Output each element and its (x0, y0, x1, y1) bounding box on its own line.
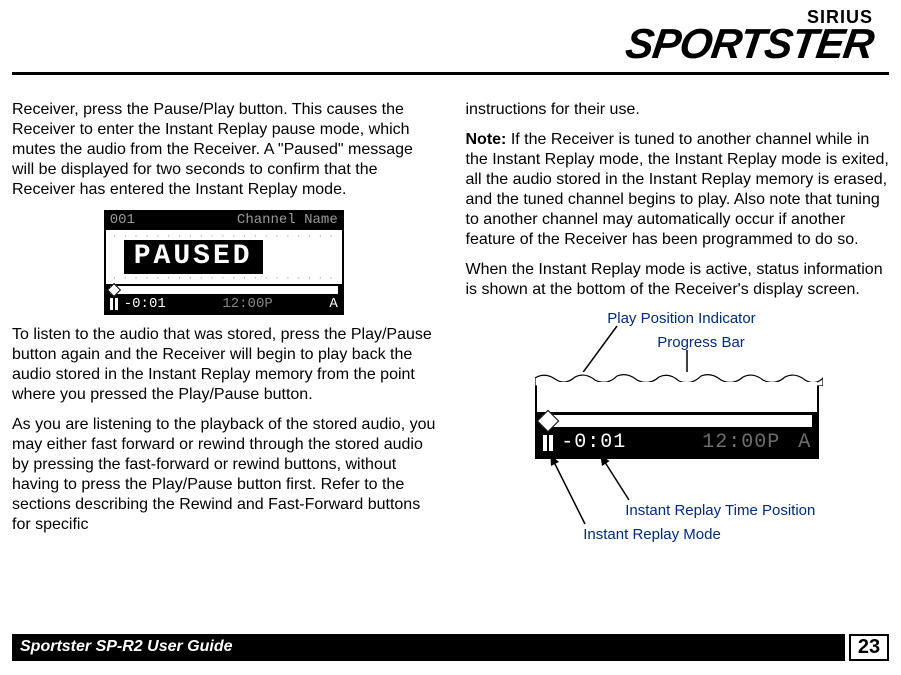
lcd-paused-diagram: 001 Channel Name · · · · · · · · · · · ·… (104, 210, 344, 315)
left-para-3: As you are listening to the playback of … (12, 415, 436, 535)
right-note: Note: If the Receiver is tuned to anothe… (466, 130, 890, 250)
lcd-clock: 12:00P (222, 296, 272, 314)
right-column: instructions for their use. Note: If the… (466, 100, 890, 545)
lcd-time-pos: -0:01 (124, 296, 166, 314)
right-para-1: instructions for their use. (466, 100, 890, 120)
pause-icon (110, 298, 118, 310)
footer-page-number: 23 (849, 634, 889, 661)
logo-main-text: SPORTSTER (624, 26, 876, 62)
left-column: Receiver, press the Pause/Play button. T… (12, 100, 436, 545)
status-diagram: Play Position Indicator Progress Bar Ins… (517, 310, 837, 540)
left-para-1: Receiver, press the Pause/Play button. T… (12, 100, 436, 200)
lcd-channel-num: 001 (110, 212, 135, 230)
lcd-big-time-pos: -0:01 (561, 430, 626, 455)
lcd-big-track (542, 415, 812, 427)
lcd-big-bottom-row: -0:01 12:00P A (537, 430, 817, 457)
lcd-big-blank (537, 382, 817, 412)
lcd-progress-bar (106, 284, 342, 296)
lcd-top-row: 001 Channel Name (106, 212, 342, 230)
lcd-status-diagram: -0:01 12:00P A (535, 380, 819, 459)
lcd-dots: · · · · · · · · · · · · · · · · · · · · … (112, 274, 336, 284)
lcd-mid-area: · · · · · · · · · · · · · · · · · · · · … (106, 230, 342, 284)
page-footer: Sportster SP-R2 User Guide 23 (12, 634, 889, 661)
lcd-progress-track (110, 286, 338, 294)
lcd-big-clock: 12:00P (702, 430, 780, 455)
pause-icon (543, 435, 553, 451)
header-rule (12, 72, 889, 75)
lcd-big-progress (537, 412, 817, 430)
lcd-paused-overlay: PAUSED (124, 240, 263, 274)
note-label: Note: (466, 131, 507, 148)
lcd-big-mode: A (798, 430, 811, 455)
footer-title: Sportster SP-R2 User Guide (12, 634, 845, 661)
body-columns: Receiver, press the Pause/Play button. T… (12, 100, 889, 545)
right-para-3: When the Instant Replay mode is active, … (466, 260, 890, 300)
lcd-bottom-row: -0:01 12:00P A (106, 296, 342, 314)
play-position-marker-icon (537, 410, 560, 433)
play-position-marker-icon (107, 282, 121, 296)
left-para-2: To listen to the audio that was stored, … (12, 325, 436, 405)
note-body: If the Receiver is tuned to another chan… (466, 131, 889, 248)
brand-logo: SIRIUS SPORTSTER (626, 8, 873, 62)
lcd-mode: A (329, 296, 337, 314)
lcd-channel-label: Channel Name (237, 212, 338, 230)
